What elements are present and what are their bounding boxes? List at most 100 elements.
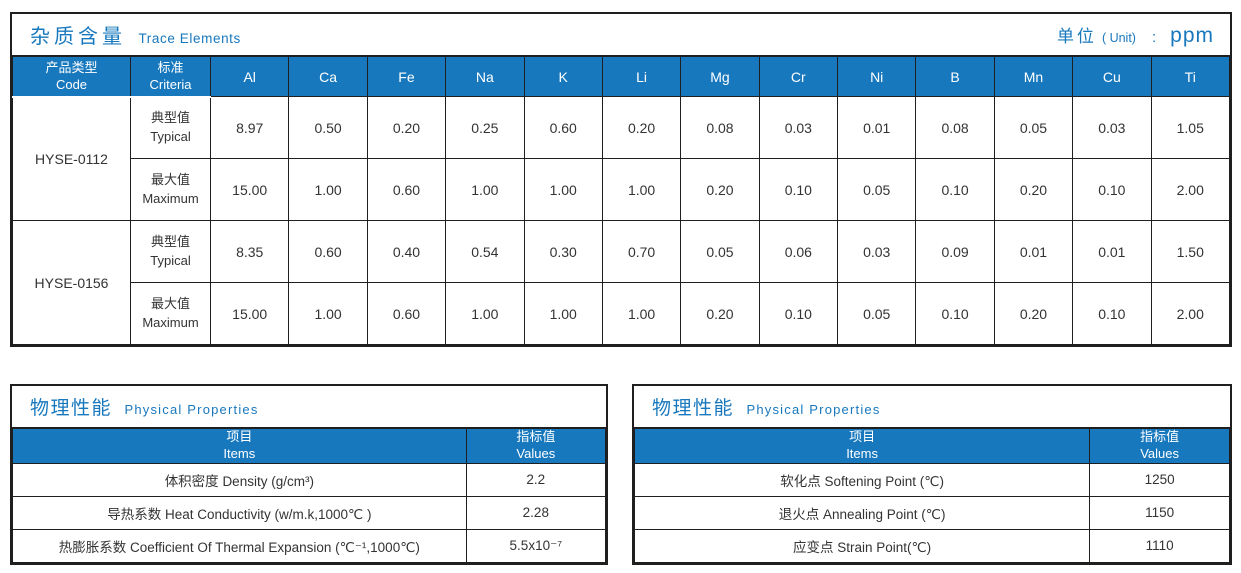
element-col-header-al: Al <box>209 56 290 97</box>
trace-value-cell: 1.00 <box>601 158 682 221</box>
trace-value-cell: 0.01 <box>1072 220 1152 283</box>
unit-label-zh: 单位 <box>1056 26 1097 46</box>
trace-value-cell: 2.00 <box>1150 282 1230 345</box>
property-item-cell: 应变点 Strain Point(℃) <box>633 528 1091 563</box>
element-col-header-li: Li <box>601 56 682 97</box>
physical-left-header: 物理性能 Physical Properties <box>12 386 606 428</box>
col-header-values-zh: 指标值 <box>1140 429 1180 444</box>
trace-title-zh: 杂质含量 <box>30 26 126 48</box>
unit-colon: : <box>1151 28 1157 46</box>
trace-value-cell: 0.20 <box>601 96 682 159</box>
property-item-cell: 体积密度 Density (g/cm³) <box>12 462 467 497</box>
trace-elements-header: 杂质含量 Trace Elements 单位 ( Unit) : ppm <box>12 14 1230 56</box>
trace-value-cell: 0.05 <box>680 220 760 283</box>
element-col-header-fe: Fe <box>366 56 447 97</box>
criteria-maximum-zh: 最大值 <box>150 295 190 311</box>
trace-value-cell: 8.35 <box>209 220 290 283</box>
trace-value-cell: 0.60 <box>366 158 447 221</box>
trace-elements-title: 杂质含量 Trace Elements <box>30 20 241 49</box>
trace-value-cell: 0.20 <box>993 158 1074 221</box>
element-col-header-ni: Ni <box>836 56 917 97</box>
col-header-criteria-en: Criteria <box>149 77 192 93</box>
criteria-maximum-en: Maximum <box>142 190 199 206</box>
trace-value-cell: 0.20 <box>680 158 760 221</box>
trace-value-cell: 1.00 <box>288 158 368 221</box>
trace-value-cell: 0.05 <box>836 282 917 345</box>
unit-indicator: 单位 ( Unit) : ppm <box>1057 22 1214 48</box>
trace-value-cell: 0.60 <box>288 220 368 283</box>
trace-elements-panel: 杂质含量 Trace Elements 单位 ( Unit) : ppm 产品类… <box>10 12 1232 347</box>
element-col-header-k: K <box>523 56 603 97</box>
trace-value-cell: 0.01 <box>836 96 917 159</box>
criteria-typical-en: Typical <box>150 252 191 268</box>
property-item-cell: 退火点 Annealing Point (℃) <box>633 495 1091 530</box>
trace-elements-table: 产品类型 Code 标准 Criteria Al Ca Fe Na K Li M… <box>12 56 1230 345</box>
table-row: 软化点 Softening Point (℃) 1250 <box>633 462 1230 497</box>
trace-value-cell: 0.10 <box>758 282 839 345</box>
trace-value-cell: 0.10 <box>1072 282 1152 345</box>
element-col-header-ca: Ca <box>288 56 368 97</box>
property-value-cell: 1250 <box>1089 462 1230 497</box>
physical-left-title: 物理性能 Physical Properties <box>30 393 259 420</box>
property-value-cell: 5.5x10⁻⁷ <box>465 528 607 563</box>
trace-value-cell: 0.03 <box>758 96 839 159</box>
table-row: HYSE-0156 典型值 Typical 8.35 0.60 0.40 0.5… <box>12 220 1230 345</box>
col-header-values: 指标值 Values <box>465 428 607 464</box>
trace-value-cell: 0.06 <box>758 220 839 283</box>
trace-value-cell: 8.97 <box>209 96 290 159</box>
criteria-typical-cell: 典型值 Typical <box>130 220 211 283</box>
table-row: 体积密度 Density (g/cm³) 2.2 <box>12 462 607 497</box>
table-row: 退火点 Annealing Point (℃) 1150 <box>633 495 1230 530</box>
property-value-cell: 1150 <box>1089 495 1230 530</box>
trace-value-cell: 1.00 <box>445 282 525 345</box>
trace-value-cell: 0.50 <box>288 96 368 159</box>
trace-title-en: Trace Elements <box>138 31 241 46</box>
element-col-header-mg: Mg <box>680 56 760 97</box>
col-header-values-zh: 指标值 <box>516 429 556 444</box>
physical-right-table: 项目 Items 指标值 Values 软化点 Softening Point … <box>633 428 1230 563</box>
col-header-values-en: Values <box>1140 445 1179 461</box>
col-header-items-zh: 项目 <box>226 429 253 444</box>
unit-value: ppm <box>1170 23 1214 47</box>
trace-value-cell: 2.00 <box>1150 158 1230 221</box>
trace-header-row: 产品类型 Code 标准 Criteria Al Ca Fe Na K Li M… <box>12 56 1230 98</box>
physical-right-title: 物理性能 Physical Properties <box>652 393 881 420</box>
col-header-criteria: 标准 Criteria <box>130 56 211 98</box>
trace-value-cell: 0.03 <box>1072 96 1152 159</box>
table-row: HYSE-0112 典型值 Typical 8.97 0.50 0.20 0.2… <box>12 96 1230 221</box>
trace-value-cell: 0.10 <box>758 158 839 221</box>
physical-left-title-en: Physical Properties <box>124 402 259 417</box>
property-item-cell: 软化点 Softening Point (℃) <box>633 462 1091 497</box>
criteria-typical-en: Typical <box>150 128 191 144</box>
trace-value-cell: 1.50 <box>1150 220 1230 283</box>
table-row: 导热系数 Heat Conductivity (w/m.k,1000℃ ) 2.… <box>12 495 607 530</box>
trace-value-cell: 0.60 <box>523 96 603 159</box>
trace-value-cell: 0.10 <box>915 282 995 345</box>
col-header-values-en: Values <box>516 445 556 461</box>
trace-value-cell: 0.10 <box>915 158 995 221</box>
product-code-cell: HYSE-0112 <box>12 96 131 221</box>
trace-value-cell: 0.70 <box>601 220 682 283</box>
trace-value-cell: 15.00 <box>209 158 290 221</box>
col-header-items-zh: 项目 <box>849 429 876 444</box>
trace-value-cell: 1.05 <box>1150 96 1230 159</box>
col-header-values: 指标值 Values <box>1089 428 1230 464</box>
trace-value-cell: 1.00 <box>523 158 603 221</box>
trace-value-cell: 1.00 <box>523 282 603 345</box>
criteria-maximum-en: Maximum <box>142 314 199 330</box>
physical-right-title-en: Physical Properties <box>746 402 881 417</box>
table-row: 热膨胀系数 Coefficient Of Thermal Expansion (… <box>12 528 607 563</box>
property-value-cell: 1110 <box>1089 528 1230 563</box>
trace-value-cell: 0.25 <box>445 96 525 159</box>
criteria-typical-zh: 典型值 <box>150 109 190 125</box>
element-col-header-na: Na <box>445 56 525 97</box>
col-header-items-en: Items <box>223 445 256 461</box>
physical-right-title-zh: 物理性能 <box>652 398 735 419</box>
col-header-items-en: Items <box>846 445 878 461</box>
trace-value-cell: 0.08 <box>915 96 995 159</box>
criteria-maximum-zh: 最大值 <box>150 171 190 187</box>
trace-value-cell: 0.60 <box>366 282 447 345</box>
physical-left-title-zh: 物理性能 <box>30 398 113 419</box>
trace-value-cell: 0.01 <box>993 220 1074 283</box>
